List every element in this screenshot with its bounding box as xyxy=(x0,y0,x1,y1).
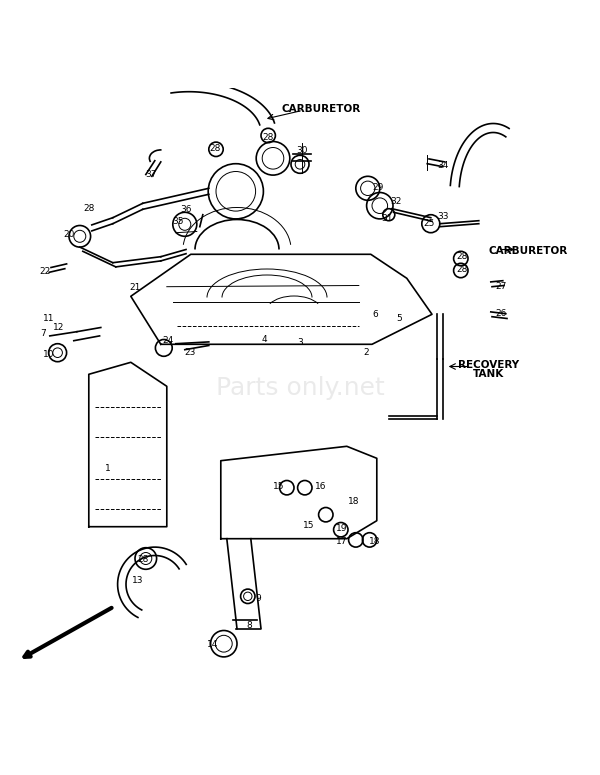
Text: 24: 24 xyxy=(163,336,173,345)
Text: 1: 1 xyxy=(105,464,111,473)
Text: 3: 3 xyxy=(297,338,303,347)
Text: CARBURETOR: CARBURETOR xyxy=(488,246,568,256)
Text: 30: 30 xyxy=(296,146,308,155)
Text: 13: 13 xyxy=(132,576,144,585)
Text: 36: 36 xyxy=(180,205,192,214)
Text: 28: 28 xyxy=(457,265,467,274)
Text: 16: 16 xyxy=(315,482,327,491)
Text: 8: 8 xyxy=(246,622,252,630)
Text: 7: 7 xyxy=(40,329,46,338)
Text: 2: 2 xyxy=(363,348,369,357)
Text: 20: 20 xyxy=(64,230,74,239)
Text: 19: 19 xyxy=(336,524,348,533)
Text: 6: 6 xyxy=(372,310,378,319)
Text: 11: 11 xyxy=(43,314,55,323)
Text: 25: 25 xyxy=(424,219,434,228)
Text: 37: 37 xyxy=(145,170,157,179)
Text: 35: 35 xyxy=(172,218,184,226)
Text: 27: 27 xyxy=(496,281,506,291)
Text: 28: 28 xyxy=(209,144,220,153)
Text: 33: 33 xyxy=(437,212,449,221)
Text: 31: 31 xyxy=(381,214,393,222)
Text: 10: 10 xyxy=(43,350,55,359)
Text: TANK: TANK xyxy=(473,370,505,379)
Text: RECOVERY: RECOVERY xyxy=(458,360,520,370)
Text: 14: 14 xyxy=(208,640,218,649)
Text: 28: 28 xyxy=(457,252,467,261)
Text: 28: 28 xyxy=(137,555,148,564)
Text: 28: 28 xyxy=(83,204,94,213)
Text: 15: 15 xyxy=(272,482,284,491)
Text: 9: 9 xyxy=(255,594,261,603)
Text: 21: 21 xyxy=(130,283,140,292)
Text: 22: 22 xyxy=(40,267,50,276)
Text: 18: 18 xyxy=(348,497,360,506)
Text: 4: 4 xyxy=(261,335,267,344)
Text: 26: 26 xyxy=(496,308,506,318)
Text: Parts only.net: Parts only.net xyxy=(215,376,385,399)
Text: 12: 12 xyxy=(53,323,64,332)
Text: CARBURETOR: CARBURETOR xyxy=(281,104,361,113)
Text: 32: 32 xyxy=(391,197,401,206)
Text: 5: 5 xyxy=(396,314,402,323)
Text: 29: 29 xyxy=(373,183,383,192)
Text: 18: 18 xyxy=(369,536,381,546)
Text: 15: 15 xyxy=(303,521,315,530)
Text: 17: 17 xyxy=(336,536,348,546)
Text: 34: 34 xyxy=(437,161,448,170)
Text: 28: 28 xyxy=(263,133,274,142)
Text: 23: 23 xyxy=(185,348,196,357)
